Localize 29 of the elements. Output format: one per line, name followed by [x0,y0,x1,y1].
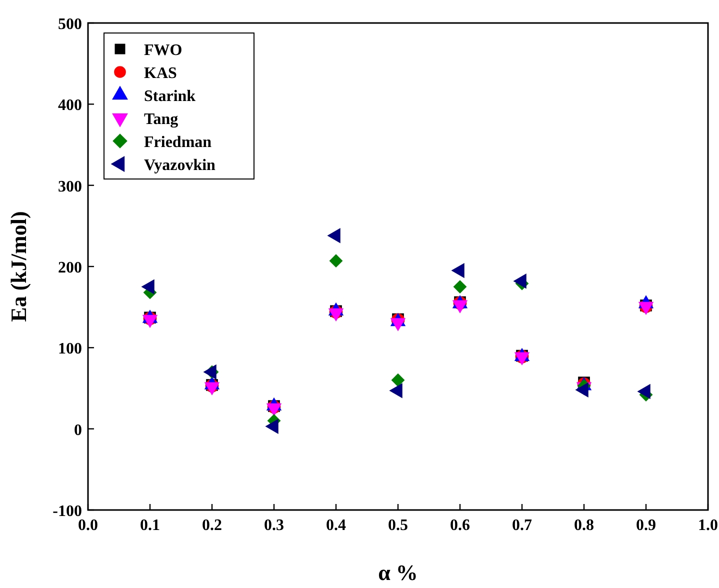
legend-label: FWO [144,42,182,59]
legend-label: Tang [144,111,178,128]
x-axis-title: α % [378,560,418,585]
y-tick-label: 100 [58,340,82,358]
x-tick-label: 0.9 [636,517,656,534]
x-tick-label: 0.4 [326,517,346,534]
y-tick-label: 200 [58,260,82,276]
x-tick-label: 0.5 [388,517,408,534]
x-tick-label: 0.7 [512,517,532,534]
x-tick-label: 0.0 [78,517,98,534]
x-tick-label: 0.1 [140,517,160,534]
x-tick-label: 0.8 [574,517,594,534]
x-tick-label: 1.0 [698,517,718,534]
y-tick-label: 400 [58,97,82,114]
legend-label: Vyazovkin [144,157,216,174]
point [391,373,405,387]
y-axis-title: Ea (kJ/mol) [6,211,31,322]
point [329,254,343,268]
x-tick-label: 0.3 [264,517,284,534]
legend-label: Friedman [144,134,212,151]
legend-label: Starink [144,88,196,105]
y-tick-label: 0 [74,422,82,439]
point [453,280,467,294]
x-tick-label: 0.6 [450,517,470,534]
y-tick-label: 300 [58,178,82,196]
x-tick-label: 0.2 [202,517,222,534]
y-tick-label: -100 [52,503,82,520]
legend-label: KAS [144,65,177,82]
y-tick-label: 500 [58,16,82,33]
